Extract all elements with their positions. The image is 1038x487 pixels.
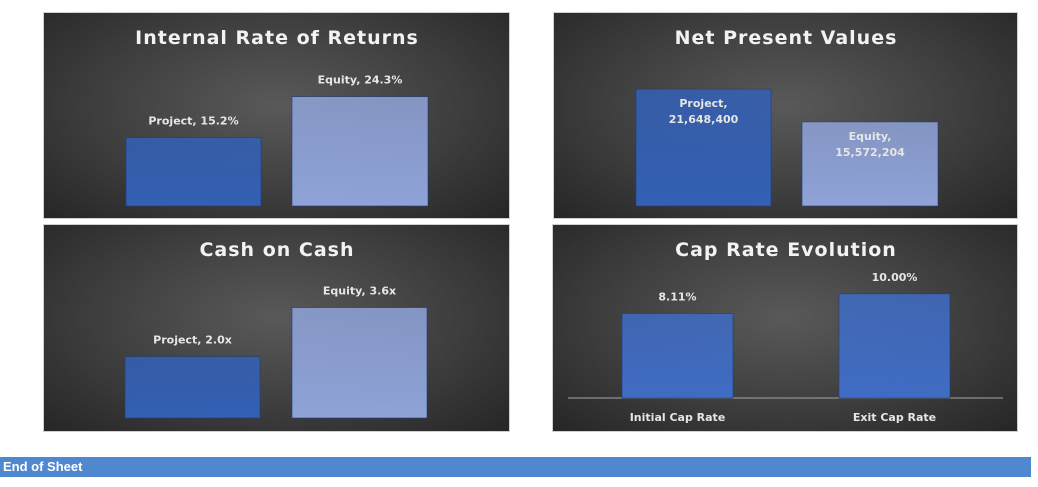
cap-bar-exit-cap-rate <box>838 293 951 399</box>
irr-bar-equity <box>291 96 429 207</box>
cap-x-tick-label-exit-cap-rate: Exit Cap Rate <box>853 411 936 424</box>
irr-data-label-project: Project, 15.2% <box>148 115 238 128</box>
cap-chart: Cap Rate Evolution 8.11% Initial Cap Rate… <box>568 239 1003 424</box>
irr-bar-project <box>125 137 262 207</box>
cap-data-label-initial-cap-rate: 8.11% <box>658 291 696 304</box>
coc-chart-panel: Cash on Cash Project, 2.0x Equity, 3.6x <box>43 224 510 432</box>
cap-data-label-exit-cap-rate: 10.00% <box>872 271 918 284</box>
irr-chart-panel: Internal Rate of Returns Project, 15.2% E… <box>43 12 510 219</box>
end-of-sheet-label: End of Sheet <box>3 459 83 474</box>
coc-chart-title: Cash on Cash <box>199 239 354 261</box>
coc-bar-equity <box>291 307 428 419</box>
npv-data-label-equity: Equity, <box>849 130 892 143</box>
coc-data-label-project: Project, 2.0x <box>153 334 232 347</box>
npv-chart: Net Present Values Project, 21,648,400 Equ… <box>635 27 939 207</box>
npv-data-label-equity: 15,572,204 <box>835 146 905 159</box>
irr-data-label-equity: Equity, 24.3% <box>318 74 403 87</box>
npv-data-label-project: Project, <box>679 97 727 110</box>
irr-chart: Internal Rate of Returns Project, 15.2% E… <box>125 27 429 207</box>
end-of-sheet-bar: End of Sheet <box>0 457 1031 477</box>
coc-chart: Cash on Cash Project, 2.0x Equity, 3.6x <box>124 239 428 419</box>
cap-bar-initial-cap-rate <box>621 313 734 399</box>
irr-chart-title: Internal Rate of Returns <box>135 27 419 49</box>
npv-bar-equity <box>801 121 939 207</box>
coc-data-label-equity: Equity, 3.6x <box>323 285 396 298</box>
npv-bar-project <box>635 88 772 207</box>
npv-data-label-project: 21,648,400 <box>669 113 739 126</box>
cap-chart-panel: Cap Rate Evolution 8.11% Initial Cap Rate… <box>552 224 1018 432</box>
coc-bar-project <box>124 356 261 419</box>
cap-chart-title: Cap Rate Evolution <box>675 239 897 261</box>
npv-chart-panel: Net Present Values Project, 21,648,400 Equ… <box>553 12 1018 219</box>
npv-chart-title: Net Present Values <box>675 27 898 49</box>
cap-x-tick-label-initial-cap-rate: Initial Cap Rate <box>630 411 726 424</box>
